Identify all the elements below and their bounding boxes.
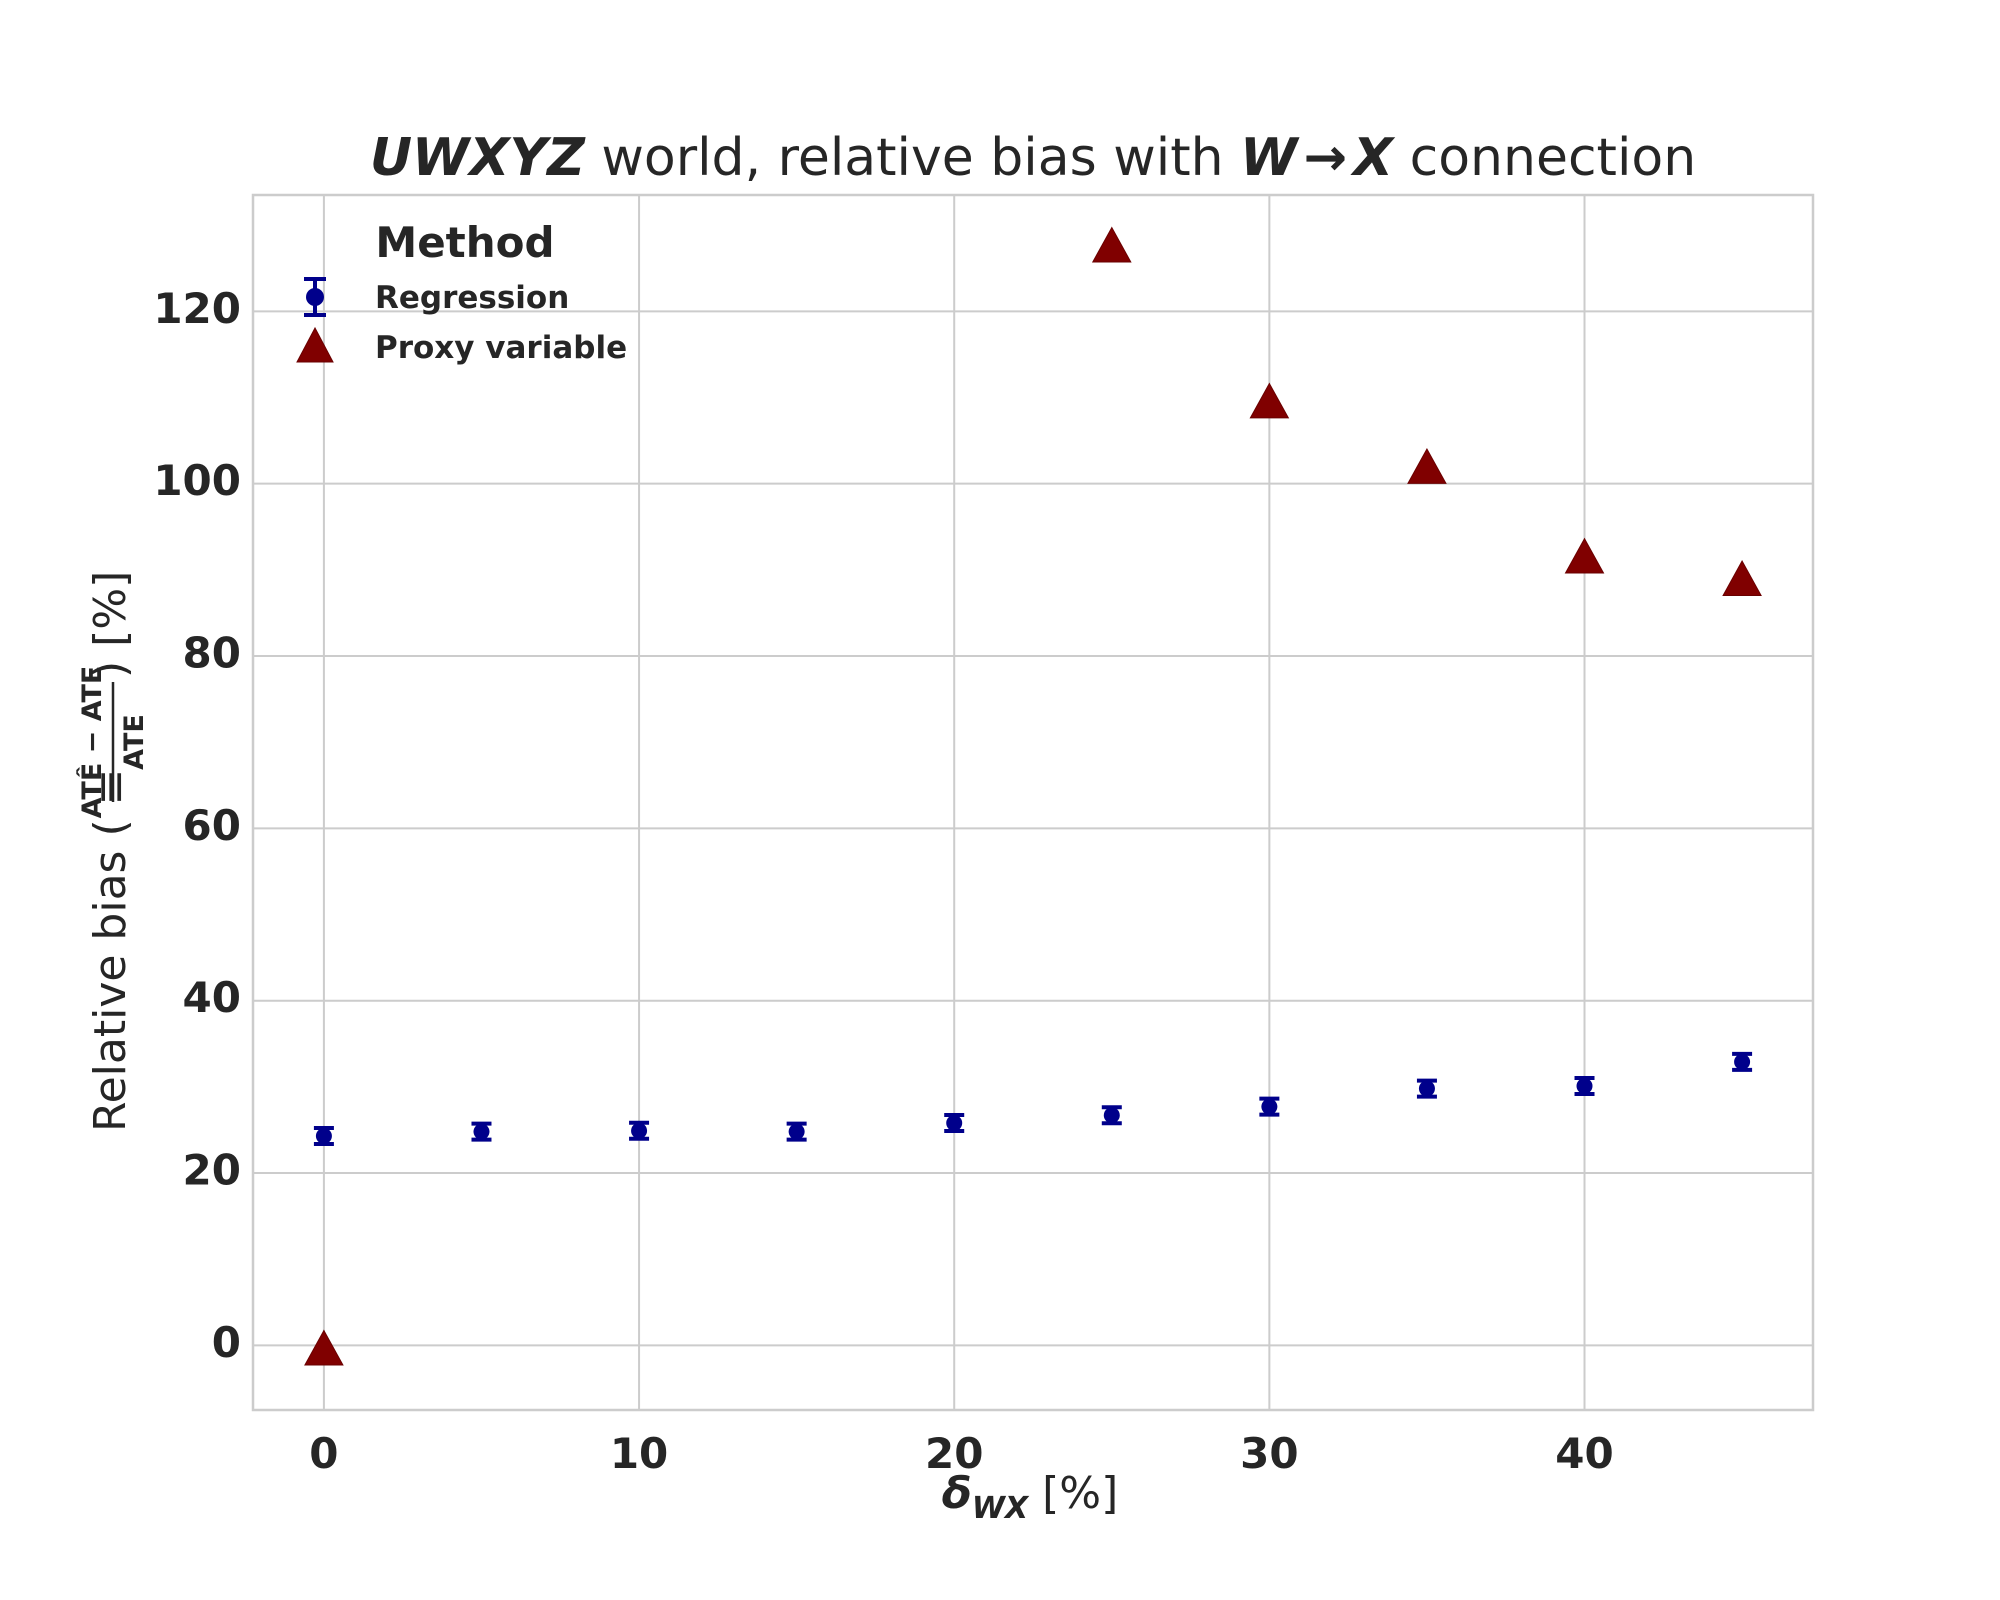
- proxy-variable-marker: [1249, 382, 1290, 419]
- regression-marker: [788, 1123, 805, 1140]
- proxy-variable-marker: [1722, 560, 1762, 596]
- regression-marker: [473, 1123, 490, 1140]
- x-tick-label: 10: [610, 1429, 668, 1478]
- title-end: connection: [1393, 128, 1696, 188]
- proxy-variable-marker: [1564, 537, 1605, 574]
- legend-title: Method: [375, 218, 554, 267]
- title-w: W: [1240, 128, 1300, 188]
- proxy-variable-series: [304, 226, 1762, 1366]
- regression-marker: [631, 1122, 648, 1139]
- regression-marker: [946, 1115, 963, 1132]
- x-axis-subscript: WX: [972, 1491, 1030, 1526]
- legend-regression-label: Regression: [375, 280, 569, 316]
- y-tick-label: 100: [153, 456, 241, 505]
- legend-regression-marker: [304, 277, 326, 317]
- legend: Method Regression Proxy variable: [296, 218, 627, 366]
- regression-marker: [1734, 1053, 1751, 1070]
- legend-proxy-label: Proxy variable: [375, 330, 627, 366]
- title-x: X: [1350, 128, 1396, 188]
- legend-proxy-marker: [296, 326, 334, 363]
- y-axis-denominator: ATE: [119, 714, 150, 770]
- regression-marker: [1418, 1080, 1435, 1097]
- y-axis-suffix: ) [%]: [85, 571, 136, 678]
- proxy-variable-marker: [1407, 447, 1447, 484]
- plot-area: [253, 195, 1813, 1410]
- title-middle: world, relative bias with: [585, 128, 1240, 188]
- chart-title: UWXYZ world, relative bias with W → X conn…: [370, 128, 1696, 188]
- y-tick-label: 120: [153, 284, 241, 333]
- regression-marker: [1103, 1107, 1120, 1124]
- y-axis-prefix: Relative bias ( ≡: [85, 769, 136, 1132]
- regression-point: [1416, 1078, 1437, 1099]
- y-tick-label: 60: [183, 801, 241, 850]
- y-tick-label: 20: [183, 1146, 241, 1195]
- regression-point: [786, 1121, 807, 1142]
- proxy-variable-marker: [1091, 226, 1132, 263]
- regression-marker: [1576, 1078, 1593, 1094]
- x-axis-unit: [%]: [1028, 1468, 1118, 1519]
- x-tick-label: 30: [1240, 1429, 1298, 1478]
- grid: [253, 195, 1813, 1410]
- title-arrow: →: [1303, 128, 1347, 188]
- regression-point: [1574, 1076, 1595, 1096]
- y-axis-numerator: ATÊ − ATE: [76, 666, 108, 819]
- y-tick-labels: 0 20 40 60 80 100 120: [153, 284, 241, 1367]
- y-tick-label: 80: [183, 629, 241, 678]
- x-tick-label: 20: [925, 1429, 983, 1478]
- regression-marker: [1261, 1098, 1278, 1115]
- x-tick-label: 40: [1555, 1429, 1613, 1478]
- y-tick-label: 40: [183, 973, 241, 1022]
- x-tick-labels: 0 10 20 30 40: [309, 1429, 1613, 1478]
- x-axis-symbol: δ: [942, 1468, 972, 1519]
- y-tick-label: 0: [212, 1318, 241, 1367]
- regression-point: [471, 1121, 492, 1142]
- regression-series: [313, 1051, 1753, 1146]
- regression-point: [313, 1125, 334, 1146]
- regression-point: [944, 1113, 965, 1134]
- regression-point: [629, 1120, 650, 1141]
- x-tick-label: 0: [309, 1429, 338, 1478]
- x-axis-label: δWX [%]: [942, 1468, 1119, 1526]
- proxy-variable-marker: [304, 1329, 344, 1366]
- regression-point: [1101, 1105, 1122, 1126]
- y-axis-label: Relative bias ( ≡ ATÊ − ATE ATE ) [%]: [76, 571, 150, 1132]
- title-world-name: UWXYZ: [370, 128, 586, 188]
- regression-point: [1259, 1096, 1280, 1117]
- regression-marker: [315, 1127, 332, 1144]
- plot-frame: [251, 193, 1815, 1412]
- regression-point: [1732, 1051, 1753, 1072]
